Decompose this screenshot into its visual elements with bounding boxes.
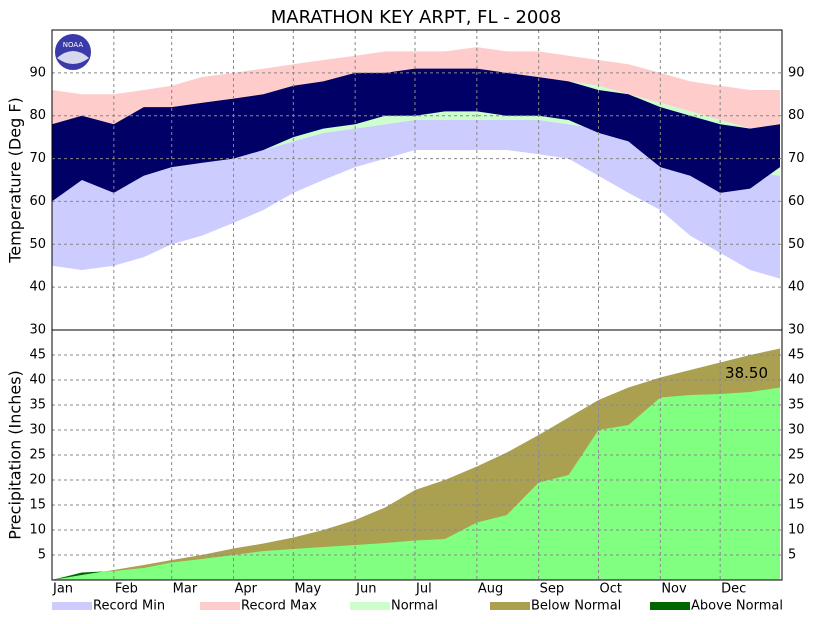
y-tick-label: 60 bbox=[29, 194, 46, 209]
x-tick-label: Nov bbox=[661, 582, 687, 597]
y-tick-label: 15 bbox=[788, 498, 805, 513]
x-tick-label: Apr bbox=[235, 582, 258, 597]
y-tick-label: 5 bbox=[788, 548, 796, 563]
y-tick-label: 30 bbox=[788, 423, 805, 438]
y-tick-label: 90 bbox=[29, 65, 46, 80]
logo-text: NOAA bbox=[63, 41, 84, 49]
x-tick-label: Oct bbox=[600, 582, 622, 597]
logo: NOAA bbox=[53, 32, 93, 72]
legend-label: Normal bbox=[391, 599, 438, 614]
y-tick-label: 25 bbox=[788, 448, 805, 463]
x-tick-label: Mar bbox=[173, 582, 198, 597]
y-tick-label: 35 bbox=[788, 398, 805, 413]
x-tick-label: Sep bbox=[540, 582, 565, 597]
x-tick-label: Feb bbox=[115, 582, 138, 597]
y-tick-label: 45 bbox=[788, 348, 805, 363]
y-tick-label: 40 bbox=[29, 373, 46, 388]
x-tick-label: Jun bbox=[355, 582, 376, 597]
y-tick-label: 40 bbox=[788, 373, 805, 388]
x-tick-label: Dec bbox=[721, 582, 746, 597]
y-tick-label: 10 bbox=[29, 523, 46, 538]
x-tick-label: May bbox=[294, 582, 321, 597]
legend-swatch bbox=[350, 602, 390, 610]
legend-label: Record Max bbox=[241, 599, 317, 614]
y-tick-label: 80 bbox=[29, 108, 46, 123]
y-tick-label: 30 bbox=[29, 323, 46, 338]
annotation: 38.50 bbox=[725, 364, 768, 382]
plot-frame bbox=[51, 329, 783, 581]
y-tick-label: 70 bbox=[788, 151, 805, 166]
x-tick-label: Aug bbox=[478, 582, 503, 597]
legend-swatch bbox=[490, 602, 530, 610]
legend-swatch bbox=[52, 602, 92, 610]
y-tick-label: 80 bbox=[788, 108, 805, 123]
y-tick-label: 30 bbox=[788, 323, 805, 338]
y-tick-label: 10 bbox=[788, 523, 805, 538]
legend-swatch bbox=[650, 602, 690, 610]
y-tick-label: 20 bbox=[29, 473, 46, 488]
legend-label: Record Min bbox=[93, 599, 165, 614]
y-tick-label: 20 bbox=[788, 473, 805, 488]
y-tick-label: 40 bbox=[29, 280, 46, 295]
record-max-band bbox=[52, 47, 781, 138]
legend-label: Below Normal bbox=[531, 599, 621, 614]
y-tick-label: 5 bbox=[38, 548, 46, 563]
y-tick-label: 40 bbox=[788, 280, 805, 295]
legend-label: Above Normal bbox=[691, 599, 783, 614]
x-tick-label: Jan bbox=[52, 582, 73, 597]
y-axis-title: Precipitation (Inches) bbox=[6, 370, 25, 540]
y-tick-label: 35 bbox=[29, 398, 46, 413]
record-min-band bbox=[52, 120, 781, 279]
y-axis-title: Temperature (Deg F) bbox=[6, 97, 25, 264]
y-tick-label: 15 bbox=[29, 498, 46, 513]
observed-band bbox=[52, 68, 781, 202]
x-tick-label: Jul bbox=[415, 582, 432, 597]
y-tick-label: 90 bbox=[788, 65, 805, 80]
y-tick-label: 60 bbox=[788, 194, 805, 209]
y-tick-label: 50 bbox=[29, 237, 46, 252]
y-tick-label: 50 bbox=[788, 237, 805, 252]
chart-title: MARATHON KEY ARPT, FL - 2008 bbox=[271, 7, 562, 28]
y-tick-label: 45 bbox=[29, 348, 46, 363]
y-tick-label: 30 bbox=[29, 423, 46, 438]
observed-precip-area bbox=[52, 387, 781, 580]
legend-swatch bbox=[200, 602, 240, 610]
y-tick-label: 70 bbox=[29, 151, 46, 166]
y-tick-label: 25 bbox=[29, 448, 46, 463]
